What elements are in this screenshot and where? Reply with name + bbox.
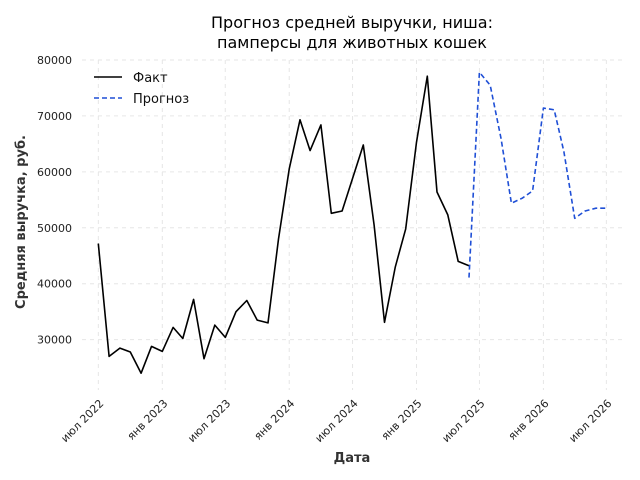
y-tick-label: 60000 xyxy=(37,166,72,179)
series-line-forecast xyxy=(468,71,607,278)
x-tick-label: янв 2023 xyxy=(125,397,171,443)
x-tick-label: янв 2024 xyxy=(252,397,298,443)
chart-title-line: памперсы для животных кошек xyxy=(217,33,487,52)
legend-label: Прогноз xyxy=(133,92,189,107)
series xyxy=(97,71,607,375)
chart-title-line: Прогноз средней выручки, ниша: xyxy=(211,13,493,32)
x-tick-label: янв 2026 xyxy=(506,397,552,443)
grid xyxy=(82,59,622,390)
y-tick-label: 70000 xyxy=(37,110,72,123)
series-line-actual xyxy=(97,75,470,375)
y-tick-label: 50000 xyxy=(37,222,72,235)
y-tick-label: 40000 xyxy=(37,278,72,291)
legend-label: Факт xyxy=(133,71,168,86)
chart-title: Прогноз средней выручки, ниша:памперсы д… xyxy=(211,13,493,52)
x-tick-label: июл 2026 xyxy=(566,397,614,445)
y-tick-label: 80000 xyxy=(37,54,72,67)
x-tick-label: июл 2024 xyxy=(313,397,361,445)
x-axis-label: Дата xyxy=(334,451,371,466)
y-axis-label: Средняя выручка, руб. xyxy=(14,135,29,309)
x-tick-label: июл 2023 xyxy=(185,397,233,445)
x-axis-ticks: июл 2022 янв 2023 июл 2023 янв 2024 июл 2024… xyxy=(58,397,614,445)
y-tick-label: 30000 xyxy=(37,334,72,347)
x-tick-label: июл 2022 xyxy=(58,397,106,445)
x-tick-label: июл 2025 xyxy=(440,397,488,445)
x-tick-label: янв 2025 xyxy=(379,397,425,443)
legend: Факт Прогноз xyxy=(94,71,189,107)
y-axis-ticks: 30000 40000 50000 60000 70000 80000 xyxy=(37,54,72,347)
